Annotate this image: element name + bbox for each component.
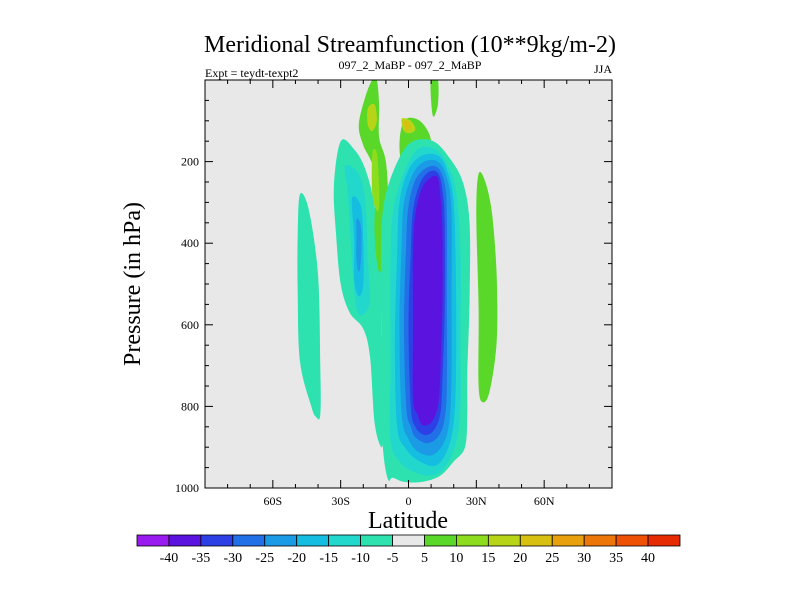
sh-outer-cell-level--5 (297, 193, 321, 420)
season-label: JJA (594, 62, 612, 76)
colorbar: -40 -35 -30 -25 -20 -15 -10 -5 5 10 15 20 25 30 35 40 (136, 534, 681, 566)
colorbar-label: -25 (255, 551, 274, 566)
experiment-label: Expt = teydt-texpt2 (205, 66, 298, 80)
hadley-cell-level--35 (412, 175, 443, 426)
colorbar-swatch (647, 534, 681, 547)
colorbar-swatch (168, 534, 202, 547)
colorbar-swatch (487, 534, 521, 547)
colorbar-swatch (519, 534, 553, 547)
colorbar-label: 20 (513, 551, 527, 566)
colorbar-swatch (264, 534, 298, 547)
colorbar-swatch (136, 534, 170, 547)
colorbar-swatch (232, 534, 266, 547)
x-tick-label: 30S (331, 494, 350, 508)
colorbar-swatch (200, 534, 234, 547)
y-tick-label: 600 (181, 318, 199, 332)
strat-plume-level-15 (367, 103, 377, 132)
colorbar-label: 10 (449, 551, 463, 566)
comparison-label: 097_2_MaBP - 097_2_MaBP (339, 58, 482, 72)
colorbar-swatch (328, 534, 361, 547)
colorbar-label: -5 (387, 551, 399, 566)
colorbar-swatch (583, 534, 617, 547)
x-tick-label: 0 (406, 494, 412, 508)
y-tick-label: 200 (181, 155, 199, 169)
colorbar-label: -40 (160, 551, 179, 566)
colorbar-swatch (296, 534, 330, 547)
colorbar-label: 40 (641, 551, 655, 566)
x-tick-label: 60N (534, 494, 555, 508)
strat-plume-level-20 (403, 120, 411, 131)
nh-cell-level-5 (476, 171, 498, 403)
colorbar-label: 15 (481, 551, 495, 566)
colorbar-swatch (360, 534, 393, 547)
y-tick-label: 800 (181, 399, 199, 413)
y-axis-label: Pressure (in hPa) (120, 202, 146, 366)
colorbar-swatch (456, 534, 489, 547)
colorbar-swatch (615, 534, 649, 547)
colorbar-label: -35 (192, 551, 211, 566)
colorbar-label: -15 (319, 551, 338, 566)
x-tick-label: 60S (263, 494, 282, 508)
colorbar-swatch (424, 534, 457, 547)
colorbar-label: 5 (421, 551, 428, 566)
colorbar-label: 35 (609, 551, 623, 566)
y-tick-label: 400 (181, 236, 199, 250)
colorbar-label: -20 (287, 551, 306, 566)
chart-title: Meridional Streamfunction (10**9kg/m-2) (204, 32, 616, 58)
colorbar-label: -10 (351, 551, 370, 566)
strat-plume-level-5 (358, 80, 389, 273)
colorbar-swatch (392, 534, 425, 547)
axis-ticks: 60S 30S 0 30N 60N 200 400 600 800 1000 (175, 80, 612, 508)
colorbar-label: 25 (545, 551, 559, 566)
contour-fill-layer (297, 80, 498, 483)
sh-mid-cell-level--20 (356, 218, 362, 272)
strat-plume-level-10 (371, 148, 380, 212)
y-tick-label: 1000 (175, 481, 199, 495)
x-tick-label: 30N (466, 494, 487, 508)
colorbar-label: 30 (577, 551, 591, 566)
x-axis-label: Latitude (368, 508, 448, 534)
strat-plume-level-5 (430, 80, 439, 117)
colorbar-label: -30 (223, 551, 242, 566)
colorbar-swatch (551, 534, 585, 547)
